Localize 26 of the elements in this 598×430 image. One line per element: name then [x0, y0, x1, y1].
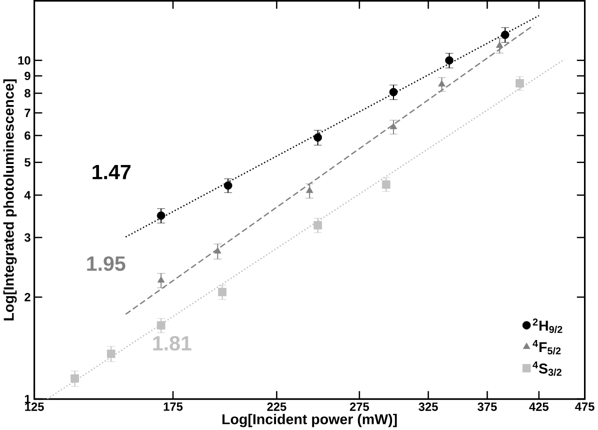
- x-tick-label: 425: [529, 402, 549, 411]
- y-tick-label: 4: [24, 190, 31, 200]
- x-axis-title: Log[Incident power (mW)]: [222, 414, 397, 427]
- y-tick-label: 6: [24, 131, 30, 140]
- x-tick-label: 325: [418, 402, 438, 411]
- x-tick-label: 475: [575, 402, 594, 411]
- legend-label: $^{4}$F$_{5/2}$: [532, 340, 561, 354]
- x-tick-label: 175: [164, 402, 183, 411]
- annotation: 1.47: [92, 164, 130, 179]
- annotation: 1.81: [153, 336, 192, 350]
- y-tick-label: 8: [24, 88, 30, 98]
- x-tick-label: 125: [25, 402, 44, 411]
- x-tick-label: 375: [478, 402, 497, 411]
- y-tick-label: 1: [24, 394, 30, 403]
- legend-label: $^{4}$S$_{3/2}$: [532, 361, 562, 376]
- legend-label: $^{2}$H$_{9/2}$: [532, 318, 562, 333]
- x-tick-label: 275: [350, 402, 370, 411]
- y-tick-label: 9: [24, 71, 30, 80]
- y-tick-label: 7: [24, 108, 30, 117]
- y-tick-label: 2: [24, 292, 30, 302]
- y-tick-label: 3: [24, 233, 30, 242]
- y-tick-label: 5: [24, 158, 30, 166]
- annotation: 1.95: [87, 256, 126, 271]
- y-axis-title: Log[Integrated photoluminescence]: [3, 79, 17, 320]
- y-tick-label: 10: [18, 56, 30, 64]
- x-tick-label: 225: [267, 402, 286, 411]
